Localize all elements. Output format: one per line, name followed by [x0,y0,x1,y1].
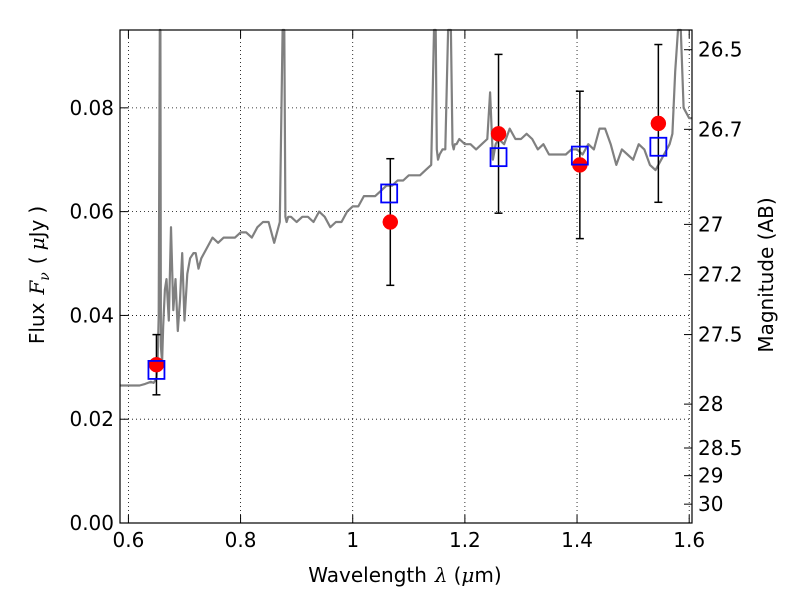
model-point [570,145,589,166]
y2-tick-label: 30 [698,492,723,516]
model-point [380,183,399,204]
y2-tick-label: 26.5 [698,38,743,62]
x-tick-label: 0.8 [225,528,257,552]
x-tick-label: 1.4 [561,528,593,552]
y-tick-label: 0.02 [69,407,114,431]
y2-tick-label: 28 [698,392,723,416]
x-tick-label: 1.2 [449,528,481,552]
photometry-point [650,115,667,132]
series-layer [120,28,692,396]
y-tick-label: 0.06 [69,200,114,224]
y2-tick-label: 27.5 [698,323,743,347]
plot-frame [119,29,693,524]
y2-tick-label: 29 [698,464,723,488]
photometry-point [148,356,165,373]
y-tick-label: 0.08 [69,96,114,120]
y2-tick-label: 27.2 [698,263,743,287]
y2-tick-label: 28.5 [698,436,743,460]
photometry-point [382,214,399,230]
photometry-point [490,126,507,142]
x-tick-label: 0.6 [113,528,145,552]
y-tick-label: 0.00 [69,511,114,535]
y2-tick-label: 27 [698,212,723,236]
x-tick-label: 1.6 [673,528,705,552]
model-point [147,360,166,380]
x-tick-label: 1 [346,528,359,552]
grid [120,30,692,524]
y-axis-label: FluxFν(μJy) [25,206,53,344]
y2-axis-label: Magnitude (AB) [754,197,778,352]
y2-tick-label: 26.7 [698,117,743,141]
model-point [489,147,508,168]
tick-layer: 0.6 0.8 1 1.2 1.4 1.6 0.00 0.02 0.04 0.06 0.08 26.5… [69,30,743,552]
x-axis-label: Wavelength λ (μm) [308,563,501,587]
spectrum-line [120,28,692,387]
model-point [649,136,668,157]
y-tick-label: 0.04 [69,303,114,327]
